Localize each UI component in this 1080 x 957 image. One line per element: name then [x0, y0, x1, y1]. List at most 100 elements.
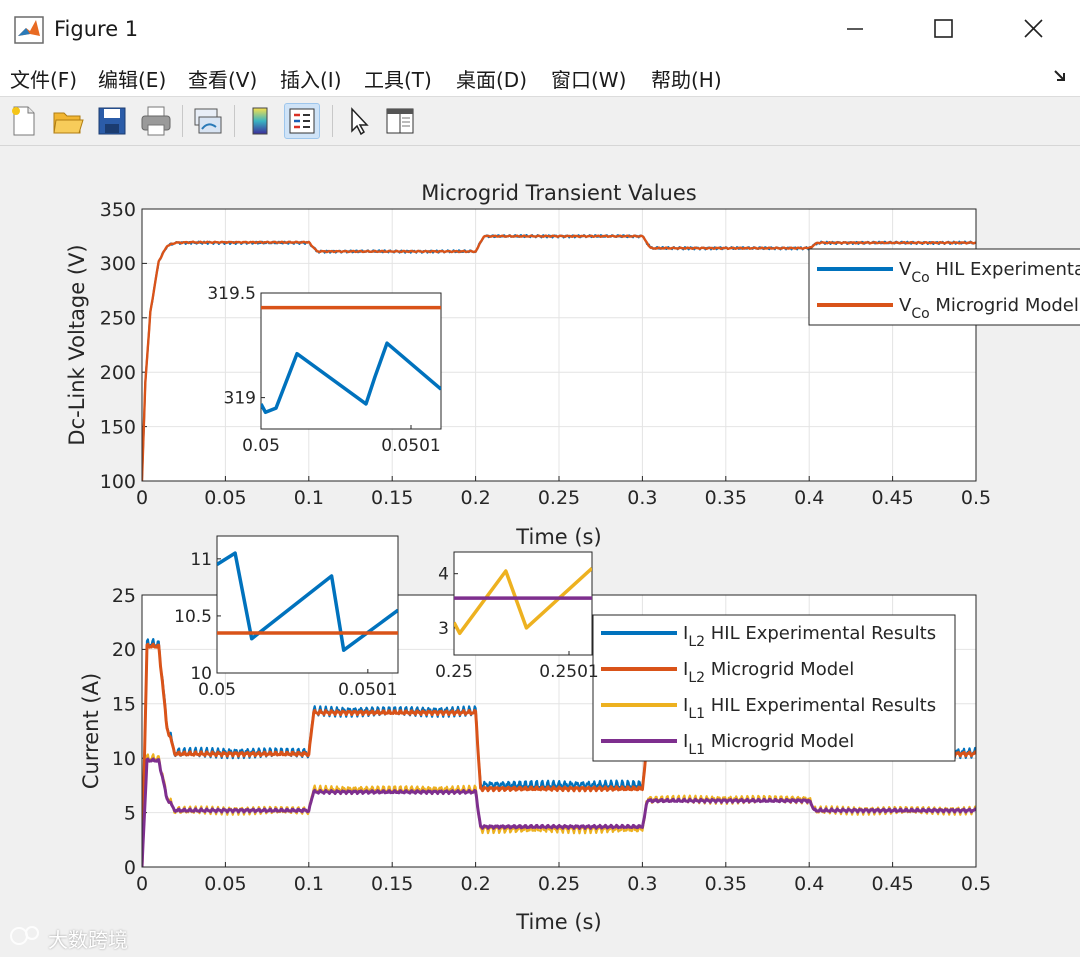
top-xtick-label: 0.3 [627, 487, 657, 509]
bottom-ytick-label: 0 [124, 857, 136, 879]
save-button[interactable] [94, 103, 130, 139]
bottom-xlabel: Time (s) [515, 910, 601, 934]
window-title: Figure 1 [54, 17, 139, 41]
bottom-legend-name: Microgrid Model [705, 731, 854, 752]
bottom-ytick-label: 20 [112, 639, 136, 661]
top-inset-box [260, 292, 442, 430]
print-button[interactable] [138, 103, 174, 139]
top-axes: 0 0.05 0.1 0.15 0.2 0.25 0.3 0.35 0.4 0.45 0.5 100 1… [65, 181, 1080, 549]
menu-file[interactable]: 文件(F) [10, 68, 78, 92]
top-ytick-label: 150 [100, 416, 136, 438]
menu-view[interactable]: 查看(V) [188, 68, 258, 92]
title-bar: Figure 1 [0, 0, 1080, 58]
colorbar-button[interactable] [242, 103, 278, 139]
menu-help[interactable]: 帮助(H) [651, 68, 722, 92]
menu-edit[interactable]: 编辑(E) [98, 68, 167, 92]
figure-canvas: 0 0.05 0.1 0.15 0.2 0.25 0.3 0.35 0.4 0.45 0.51001… [0, 146, 1080, 957]
top-legend-label: VCo HIL Experimental Results [899, 259, 1080, 286]
bottom-legend-symbol: I [683, 623, 688, 644]
bottom-series-3 [142, 757, 976, 867]
bottom-xtick-label: 0.2 [460, 873, 490, 895]
edit-plot-button[interactable] [340, 103, 376, 139]
top-ytick-label: 200 [100, 362, 136, 384]
bottom-legend-label: IL1 HIL Experimental Results [683, 695, 936, 722]
top-axes-box [141, 208, 977, 482]
matlab-logo-icon [14, 16, 44, 44]
toolbar-separator [182, 105, 183, 137]
top-ylabel: Dc-Link Voltage (V) [65, 244, 89, 445]
new-figure-button[interactable] [6, 103, 42, 139]
bottom-legend-label: IL1 Microgrid Model [683, 731, 854, 758]
bottom-ytick-label: 10 [112, 748, 136, 770]
top-series-1 [142, 234, 976, 481]
bottom-ytick-label: 5 [124, 802, 136, 824]
save-icon [98, 107, 126, 135]
maximize-icon [934, 19, 953, 38]
bottom-inset-b-inset-xtick-label: 0.25 [435, 662, 473, 682]
top-xtick-label: 0.25 [538, 487, 580, 509]
top-legend [808, 248, 1080, 326]
bottom-inset-a-inset-series-0 [217, 551, 398, 652]
bottom-inset-a-inset-xtick-label: 0.0501 [338, 680, 397, 700]
top-inset-xtick-label: 0.0501 [381, 436, 440, 456]
edit-plot-icon [351, 107, 369, 136]
link-plot-button[interactable] [190, 103, 226, 139]
menu-desktop[interactable]: 桌面(D) [456, 68, 528, 92]
bottom-axes: 0 0.05 0.1 0.15 0.2 0.25 0.3 0.35 0.4 0.45 0.5 0 5 10… [79, 535, 991, 934]
top-legend-symbol: V [899, 259, 912, 280]
top-legend-subscript: Co [911, 306, 929, 322]
bottom-inset-a-inset-xtick-label: 0.05 [198, 680, 236, 700]
menu-window[interactable]: 窗口(W) [551, 68, 627, 92]
bottom-xtick-label: 0.45 [871, 873, 913, 895]
top-inset-xtick-label: 0.05 [242, 436, 280, 456]
top-xlabel: Time (s) [515, 525, 601, 549]
bottom-legend-label: IL2 Microgrid Model [683, 659, 854, 686]
bottom-legend-subscript: L2 [688, 634, 705, 650]
legend-button[interactable] [284, 103, 320, 139]
link-plot-icon [194, 108, 222, 134]
new-figure-icon [12, 106, 35, 136]
menu-tools[interactable]: 工具(T) [364, 68, 432, 92]
menu-insert[interactable]: 插入(I) [280, 68, 342, 92]
property-inspector-button[interactable] [382, 103, 418, 139]
bottom-legend-subscript: L2 [688, 670, 705, 686]
bottom-ylabel: Current (A) [79, 673, 103, 789]
top-xtick-label: 0.05 [204, 487, 246, 509]
bottom-legend-name: HIL Experimental Results [705, 695, 936, 716]
dock-arrow-icon[interactable] [1052, 68, 1068, 84]
bottom-legend-subscript: L1 [688, 742, 705, 758]
top-xtick-label: 0.2 [460, 487, 490, 509]
close-button[interactable] [1008, 10, 1058, 48]
top-xtick-label: 0.5 [961, 487, 991, 509]
menu-bar: 文件(F) 编辑(E) 查看(V) 插入(I) 工具(T) 桌面(D) 窗口(W… [0, 58, 1080, 97]
top-xtick-label: 0.35 [705, 487, 747, 509]
top-ytick-label: 100 [100, 471, 136, 493]
legend-icon [289, 108, 315, 134]
bottom-xtick-label: 0.15 [371, 873, 413, 895]
bottom-ytick-label: 25 [112, 585, 136, 607]
bottom-xtick-label: 0.1 [294, 873, 324, 895]
bottom-xtick-label: 0.3 [627, 873, 657, 895]
top-inset-ytick-label: 319.5 [207, 284, 256, 304]
top-ytick-label: 300 [100, 253, 136, 275]
top-legend-symbol: V [899, 295, 912, 316]
minimize-icon [847, 28, 863, 30]
bottom-legend-subscript: L1 [688, 706, 705, 722]
watermark-text: 大数跨境 [48, 928, 128, 952]
top-legend-name: Microgrid Model [930, 295, 1079, 316]
close-icon [1024, 19, 1043, 38]
open-button[interactable] [50, 103, 86, 139]
top-xtick-label: 0 [136, 487, 148, 509]
bottom-xtick-label: 0.35 [705, 873, 747, 895]
bottom-legend-label: IL2 HIL Experimental Results [683, 623, 936, 650]
maximize-button[interactable] [918, 10, 968, 48]
bottom-xtick-label: 0.25 [538, 873, 580, 895]
top-legend-subscript: Co [911, 270, 929, 286]
bottom-legend-symbol: I [683, 695, 688, 716]
bottom-legend-symbol: I [683, 659, 688, 680]
toolbar-separator [332, 105, 333, 137]
bottom-xtick-label: 0.4 [794, 873, 824, 895]
minimize-button[interactable] [830, 10, 880, 48]
top-legend-label: VCo Microgrid Model [899, 295, 1079, 322]
bottom-inset-b-inset-xtick-label: 0.2501 [539, 662, 598, 682]
